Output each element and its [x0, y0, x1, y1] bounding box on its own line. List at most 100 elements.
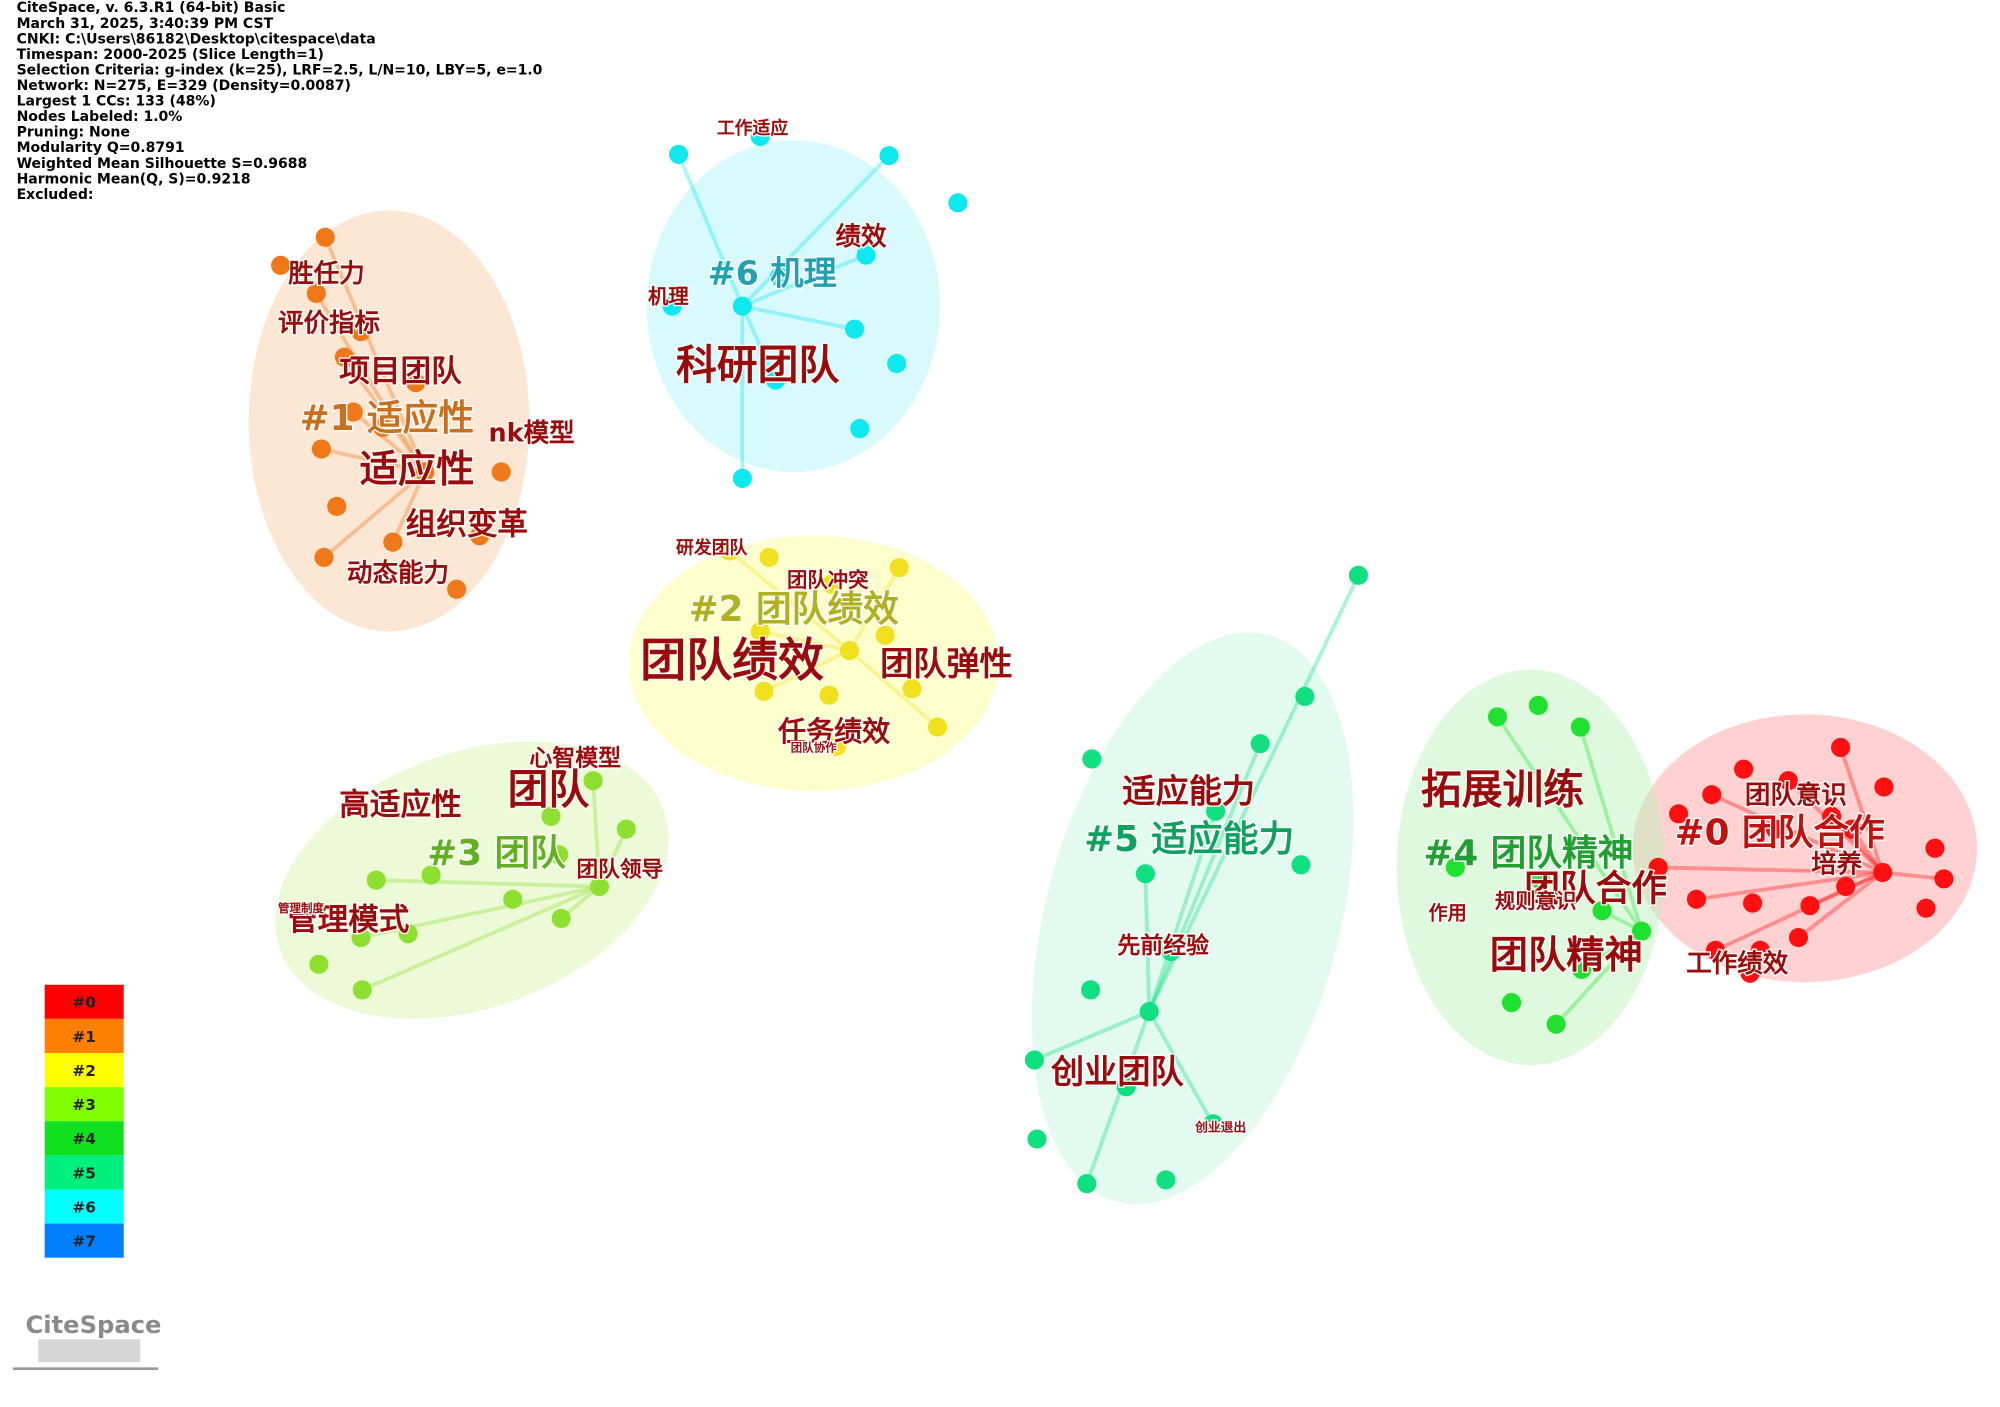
edge — [1786, 779, 1884, 874]
node — [1702, 785, 1722, 805]
edge — [591, 780, 602, 887]
node — [827, 736, 847, 756]
keyword-label: 项目团队 — [339, 354, 462, 389]
node — [343, 402, 363, 422]
legend-label: #4 — [72, 1130, 95, 1148]
node — [1778, 771, 1798, 791]
node — [306, 283, 326, 303]
edge — [1882, 870, 1945, 881]
node — [1531, 870, 1551, 890]
node — [351, 927, 371, 948]
node — [750, 621, 770, 641]
node — [1934, 869, 1954, 889]
logo-text: CiteSpace — [26, 1311, 162, 1339]
node — [1161, 942, 1181, 962]
keyword-label: 动态能力 — [347, 559, 449, 589]
edge — [321, 447, 426, 474]
keyword-label: 管理模式 — [287, 903, 410, 938]
edge — [322, 470, 426, 559]
cluster-label: #5 适应能力 — [1084, 819, 1294, 860]
keyword-label: 适应能力 — [1122, 771, 1255, 810]
node — [887, 354, 907, 374]
node — [583, 771, 603, 791]
nodes — [271, 126, 1954, 1194]
node — [765, 370, 786, 390]
info-panel: CiteSpace, v. 6.3.R1 (64-bit) BasicMarch… — [17, 0, 543, 203]
legend: #0 #1 #2 #3 #4 #5 #6 #7 — [44, 984, 124, 1258]
node — [1873, 862, 1893, 883]
edge — [1084, 1010, 1152, 1185]
node — [271, 255, 291, 275]
node — [769, 267, 789, 287]
node — [406, 373, 426, 393]
node — [1445, 857, 1465, 877]
edge — [1495, 715, 1644, 933]
keyword-label: 作用 — [1429, 902, 1467, 925]
edge — [763, 648, 851, 694]
edge — [1554, 929, 1643, 1026]
keyword-label: 管理制度 — [278, 901, 324, 915]
node — [850, 419, 870, 439]
edge — [352, 410, 426, 474]
node — [1080, 980, 1101, 1000]
cluster-label: #4 团队精神 — [1423, 833, 1633, 874]
node — [1765, 819, 1786, 839]
edge — [1797, 870, 1884, 940]
keyword-label: 团队绩效 — [640, 633, 824, 687]
keyword-label: 任务绩效 — [777, 715, 890, 748]
logo: CiteSpace — [12, 1311, 162, 1370]
keyword-label: 团队精神 — [1490, 933, 1643, 978]
keyword-label: 创业团队 — [1050, 1052, 1184, 1091]
legend-swatch — [44, 1155, 124, 1190]
keyword-label: 团队领导 — [577, 856, 664, 882]
edge — [323, 236, 427, 473]
keyword-label: nk模型 — [489, 418, 575, 448]
node — [1116, 1077, 1136, 1097]
info-line: Network: N=275, E=329 (Density=0.0087) — [17, 78, 351, 94]
node — [551, 908, 571, 928]
keyword-label: 团队合作 — [1524, 869, 1667, 910]
keyword-label: 拓展训练 — [1421, 766, 1584, 814]
keyword-label: 组织变革 — [406, 506, 528, 542]
info-line: Nodes Labeled: 1.0% — [17, 109, 183, 125]
cluster-area — [646, 140, 941, 472]
node — [1788, 927, 1809, 948]
keyword-label: 团队冲突 — [787, 568, 869, 592]
cluster-label: #6 机理 — [708, 253, 837, 292]
keyword-label: 规则意识 — [1495, 889, 1577, 913]
edge — [1658, 865, 1883, 875]
edge — [1578, 726, 1644, 932]
node — [732, 296, 752, 316]
info-line: Pruning: None — [17, 125, 130, 141]
node — [1916, 898, 1936, 918]
edge — [1696, 870, 1883, 902]
node — [1205, 801, 1226, 821]
cluster-label: #3 团队 — [427, 833, 566, 874]
keyword-label: 胜任力 — [288, 259, 365, 289]
legend-label: #7 — [72, 1233, 95, 1251]
info-line: Selection Criteria: g-index (k=25), LRF=… — [17, 62, 543, 78]
node — [1546, 1014, 1566, 1034]
node — [1842, 819, 1862, 839]
node — [1250, 734, 1270, 754]
edge — [1033, 1009, 1150, 1062]
cluster-label: #1 适应性 — [300, 398, 474, 439]
cluster-area — [1396, 669, 1665, 1066]
edge — [1147, 810, 1218, 1013]
edge — [741, 253, 867, 308]
node — [948, 193, 968, 213]
node — [879, 146, 899, 166]
keyword-label: 机理 — [648, 285, 689, 309]
node — [1528, 695, 1548, 715]
keyword-label: 工作适应 — [717, 117, 789, 139]
node — [1024, 1050, 1045, 1070]
keyword-label: 绩效 — [835, 222, 887, 252]
node — [315, 227, 335, 247]
edge — [1830, 815, 1885, 874]
info-line: Timespan: 2000-2025 (Slice Length=1) — [17, 47, 324, 63]
info-line: Largest 1 CCs: 133 (48%) — [17, 94, 216, 110]
keyword-label: 创业退出 — [1194, 1119, 1246, 1135]
node — [1203, 1114, 1223, 1134]
